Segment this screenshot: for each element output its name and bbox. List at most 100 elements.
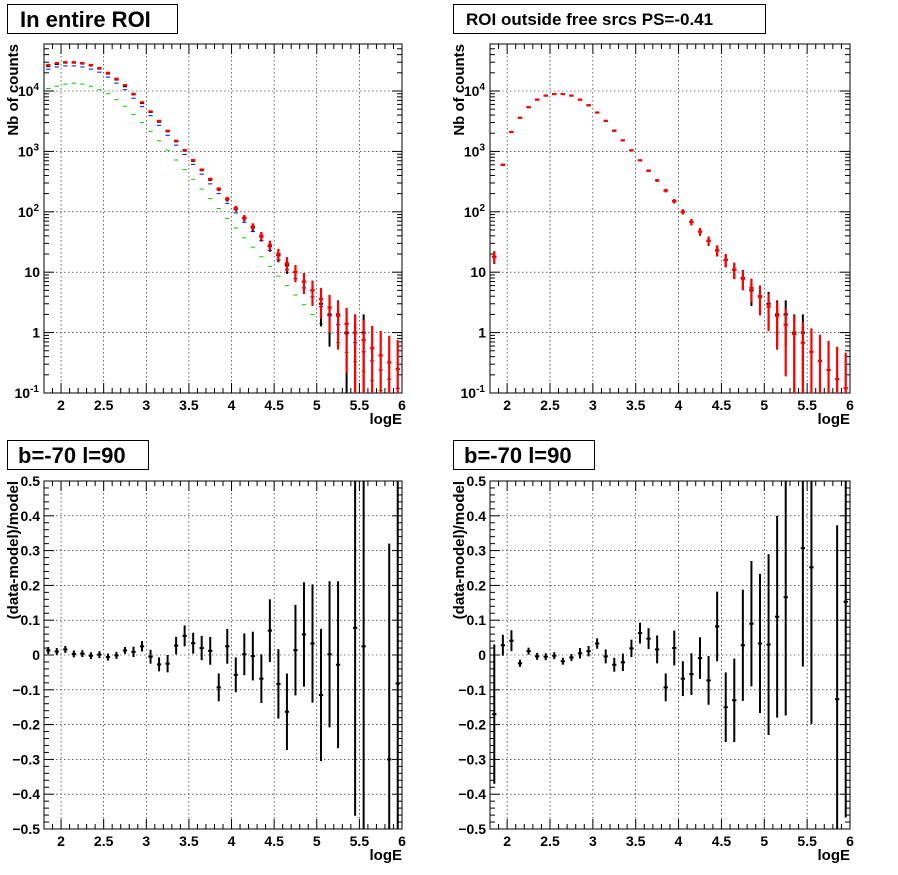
data-point — [689, 218, 694, 226]
x-tick-label: 6 — [398, 833, 406, 849]
x-tick-label: 3 — [142, 833, 150, 849]
y-tick-label: −0.4 — [458, 786, 486, 802]
data-point — [843, 352, 848, 393]
data-point — [526, 106, 531, 109]
data-layer — [46, 481, 400, 829]
data-point — [715, 245, 720, 257]
data-point — [310, 280, 315, 306]
data-point — [148, 649, 153, 664]
data-point — [723, 672, 728, 742]
data-point — [182, 625, 187, 647]
data-point — [492, 644, 497, 784]
data-point — [509, 130, 514, 134]
data-point — [293, 604, 298, 696]
data-point — [800, 321, 805, 393]
data-point — [749, 561, 754, 687]
data-series — [46, 61, 400, 393]
data-point — [284, 673, 290, 751]
data-point — [595, 111, 600, 114]
data-point — [105, 653, 111, 661]
data-point — [301, 273, 307, 295]
data-point — [233, 657, 238, 693]
data-point — [663, 673, 668, 702]
data-point — [663, 188, 668, 193]
y-tick-label: 1 — [32, 325, 40, 341]
y-tick-label: 0.4 — [21, 508, 41, 524]
data-point — [783, 308, 788, 377]
data-point — [310, 584, 315, 703]
data-point — [395, 481, 400, 829]
data-point — [352, 481, 358, 816]
data-point — [620, 653, 625, 672]
y-tick-label: 103 — [464, 142, 486, 159]
data-point — [199, 635, 204, 661]
x-axis-label: logE — [370, 411, 403, 428]
x-tick-label: 6 — [846, 833, 854, 849]
y-tick-label: 104 — [464, 82, 486, 99]
y-tick-label: 10 — [24, 264, 40, 280]
x-tick-label: 5 — [313, 833, 321, 849]
data-point — [560, 657, 565, 665]
data-point — [139, 101, 145, 104]
data-point — [543, 94, 548, 97]
data-point — [586, 645, 591, 657]
data-point — [783, 481, 788, 716]
y-tick-label: −0.5 — [12, 821, 40, 837]
data-point — [680, 661, 685, 697]
x-tick-label: 6 — [846, 397, 854, 413]
x-tick-label: 4.5 — [712, 833, 732, 849]
data-point — [387, 335, 392, 393]
y-axis-label: (data-model)/model — [5, 481, 22, 619]
data-point — [535, 98, 540, 101]
data-point — [835, 346, 840, 393]
data-point — [577, 98, 583, 101]
data-point — [757, 286, 763, 316]
data-point — [387, 543, 392, 829]
data-point — [225, 196, 230, 201]
data-point — [817, 334, 823, 393]
data-point — [216, 187, 221, 191]
data-point — [697, 228, 703, 236]
data-point — [318, 628, 324, 762]
data-point — [335, 301, 341, 350]
data-point — [361, 481, 366, 829]
data-point — [775, 301, 780, 350]
x-tick-label: 5 — [760, 397, 768, 413]
data-point — [826, 340, 831, 393]
data-point — [276, 248, 281, 261]
data-point — [757, 573, 763, 714]
y-axis-label: (data-model)/model — [451, 481, 468, 619]
data-point — [327, 581, 332, 728]
data-point — [173, 139, 179, 142]
data-series — [46, 481, 400, 829]
data-point — [492, 251, 497, 264]
panel-title: b=-70 l=90 — [453, 440, 595, 470]
x-tick-label: 2.5 — [94, 397, 114, 413]
y-tick-label: 1 — [478, 325, 486, 341]
data-point — [569, 94, 574, 97]
x-tick-label: 3.5 — [179, 397, 199, 413]
plot-frame — [43, 43, 403, 394]
data-point — [370, 325, 375, 393]
x-tick-label: 2 — [503, 397, 511, 413]
x-tick-label: 2.5 — [540, 833, 560, 849]
y-tick-label: 103 — [18, 142, 40, 159]
data-point — [766, 554, 771, 736]
y-tick-label: −0.1 — [458, 682, 486, 698]
x-tick-label: 4.5 — [264, 833, 284, 849]
x-tick-label: 5 — [313, 397, 321, 413]
data-point — [740, 270, 745, 291]
data-point — [250, 631, 255, 681]
data-point — [165, 655, 170, 673]
x-tick-label: 2 — [57, 397, 65, 413]
data-point — [63, 645, 68, 653]
data-point — [552, 92, 557, 96]
data-point — [586, 104, 591, 107]
data-point — [655, 635, 660, 664]
data-point — [800, 481, 805, 667]
data-point — [775, 515, 780, 718]
data-point — [71, 650, 76, 658]
data-point — [327, 294, 332, 333]
data-layer — [46, 61, 400, 393]
